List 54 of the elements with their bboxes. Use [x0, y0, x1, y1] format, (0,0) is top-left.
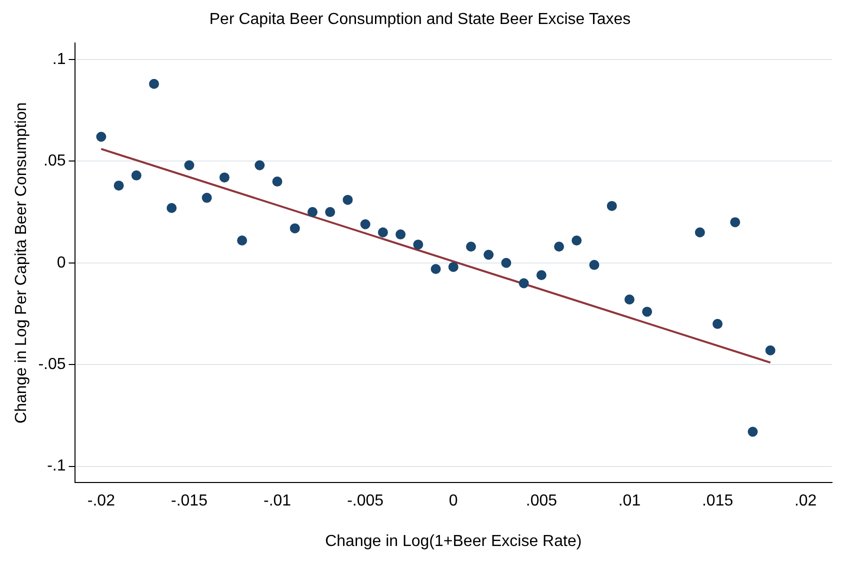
y-tick-label: -.05: [38, 356, 66, 374]
point: [396, 229, 406, 240]
chart-title: Per Capita Beer Consumption and State Beer Excise Taxes: [209, 11, 631, 28]
point: [149, 78, 160, 89]
point: [572, 236, 582, 246]
point: [131, 170, 142, 180]
point: [536, 270, 546, 280]
x-tick-label: -.02: [87, 492, 116, 510]
point: [114, 180, 124, 191]
point: [254, 160, 265, 170]
point: [96, 132, 106, 142]
y-axis-title: Change in Log Per Capita Beer Consumption: [13, 102, 30, 424]
point: [430, 264, 441, 274]
point: [290, 223, 300, 234]
point: [730, 217, 740, 228]
point: [501, 258, 512, 268]
x-tick-label: .01: [618, 492, 641, 510]
y-tick-label: .1: [52, 50, 66, 68]
x-tick-label: 0: [448, 492, 458, 510]
x-tick-label: -.01: [263, 492, 292, 510]
point: [642, 306, 652, 317]
point: [360, 219, 370, 230]
point: [589, 260, 600, 270]
x-tick-label: .015: [702, 492, 734, 510]
point: [237, 236, 248, 246]
point: [484, 250, 494, 260]
y-tick-label: -.1: [47, 458, 66, 475]
point: [518, 278, 529, 288]
point: [448, 262, 458, 272]
point: [554, 242, 564, 252]
x-tick-label: -.015: [171, 492, 208, 510]
point: [748, 426, 758, 437]
x-tick-label: .005: [526, 492, 558, 510]
point: [606, 200, 617, 211]
x-tick-label: -.005: [347, 492, 384, 510]
point: [694, 227, 705, 238]
x-tick-label: .02: [794, 492, 817, 510]
point: [765, 345, 776, 356]
x-axis-title: Change in Log(1+Beer Excise Rate): [325, 532, 582, 550]
point: [325, 207, 336, 218]
y-tick-label: 0: [56, 254, 66, 272]
point: [219, 172, 230, 182]
point: [166, 202, 177, 213]
point: [184, 160, 194, 170]
point: [378, 227, 388, 238]
point: [712, 318, 723, 329]
point: [342, 194, 353, 205]
point: [466, 242, 476, 252]
point: [413, 240, 424, 250]
point: [202, 192, 212, 203]
y-tick-label: .05: [44, 152, 66, 170]
point: [308, 207, 318, 218]
point: [624, 294, 634, 305]
point: [272, 176, 282, 187]
